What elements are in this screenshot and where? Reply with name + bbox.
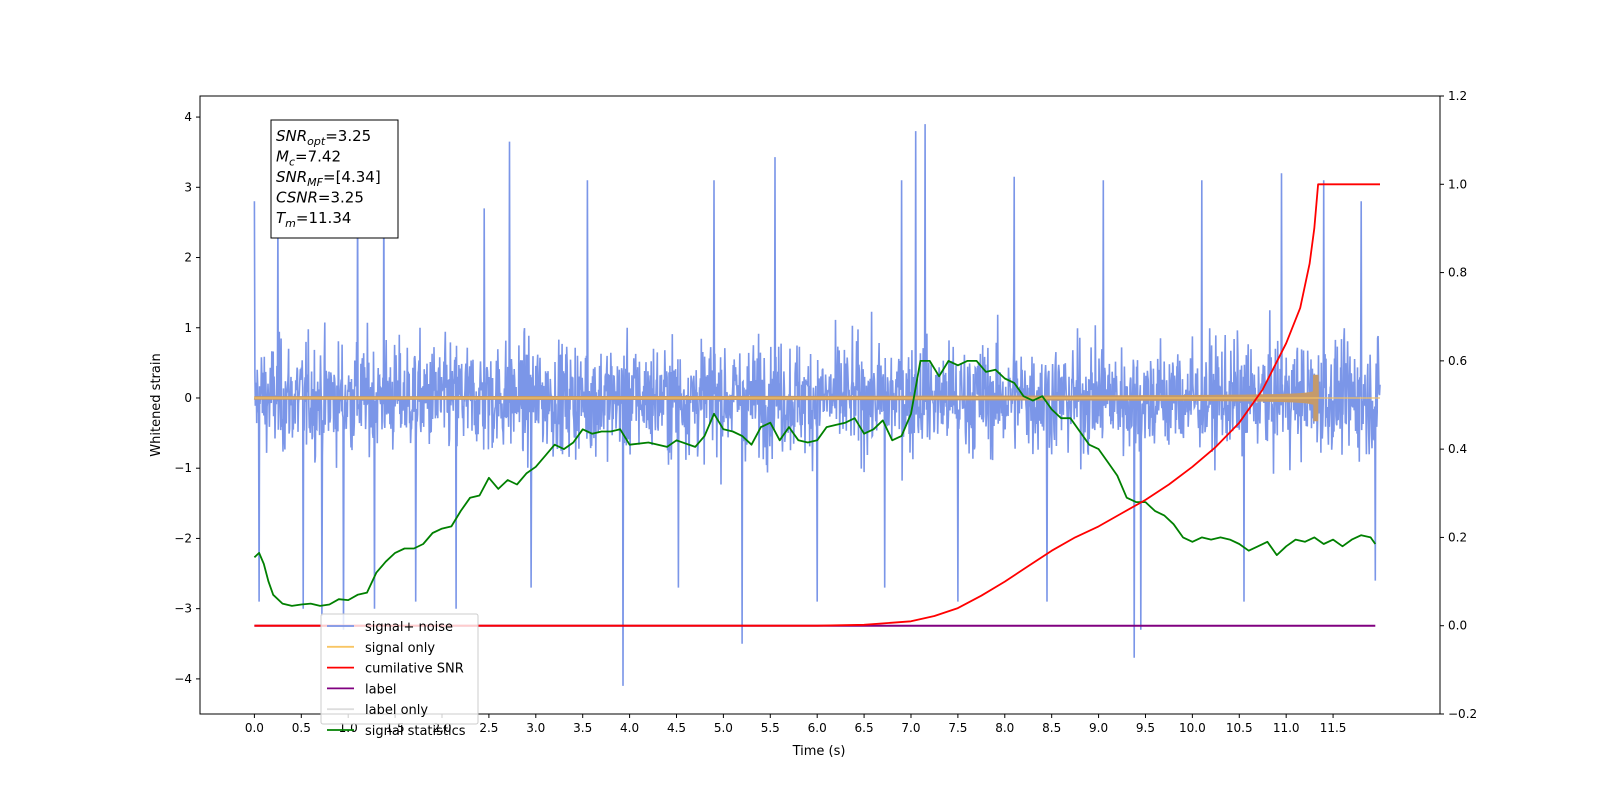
- x-tick-label: 10.0: [1179, 721, 1206, 735]
- plot-frame: [199, 95, 1441, 715]
- info-subscript: m: [285, 217, 296, 230]
- series-signal-statistics: [253, 360, 1377, 607]
- x-tick-label: 10.5: [1226, 721, 1253, 735]
- y2-tick-label: −0.2: [1448, 707, 1477, 721]
- x-axis-label: Time (s): [792, 744, 846, 759]
- info-value: =[4.34]: [323, 168, 381, 186]
- y-tick-label: 1: [184, 321, 192, 335]
- info-value: =11.34: [296, 209, 352, 227]
- info-symbol: T: [276, 209, 287, 227]
- x-tick-label: 11.0: [1273, 721, 1300, 735]
- legend-entry: signal only: [365, 641, 435, 656]
- y2-tick-label: 0.6: [1448, 354, 1467, 368]
- y-tick-label: −3: [174, 602, 192, 616]
- legend-entry: label only: [365, 703, 428, 718]
- y-axis-left: −4 −3 −2 −1 0 1 2 3 4: [174, 110, 200, 686]
- x-tick-label: 4.5: [667, 721, 686, 735]
- x-tick-label: 0.0: [245, 721, 264, 735]
- x-tick-label: 8.0: [995, 721, 1014, 735]
- legend: signal+ noise signal only cumilative SNR la…: [320, 613, 479, 739]
- x-tick-label: 11.5: [1320, 721, 1347, 735]
- y-tick-label: −4: [174, 672, 192, 686]
- x-tick-label: 5.0: [714, 721, 733, 735]
- info-box-row: SNRopt=3.25: [276, 127, 371, 148]
- x-tick-label: 9.5: [1136, 721, 1155, 735]
- x-tick-label: 3.5: [573, 721, 592, 735]
- info-box-row: CSNR=3.25: [276, 189, 364, 207]
- info-subscript: c: [289, 156, 295, 169]
- y-tick-label: −1: [174, 461, 192, 475]
- y-tick-label: 2: [184, 251, 192, 265]
- y2-tick-label: 0.8: [1448, 266, 1467, 280]
- legend-entry: signal+ noise: [365, 620, 453, 635]
- series-signal-only: [253, 374, 1380, 422]
- info-subscript: MF: [307, 176, 323, 189]
- info-symbol: SNR: [276, 168, 307, 186]
- legend-entry: label: [365, 682, 396, 697]
- legend-entry: cumilative SNR: [365, 662, 464, 677]
- series-signal-noise: [253, 124, 1381, 686]
- x-tick-label: 8.5: [1042, 721, 1061, 735]
- x-tick-label: 3.0: [526, 721, 545, 735]
- x-tick-label: 2.5: [479, 721, 498, 735]
- info-symbol: CSNR: [276, 189, 318, 207]
- y2-tick-label: 1.2: [1448, 89, 1467, 103]
- info-box-row: Mc=7.42: [276, 148, 341, 169]
- info-box-row: SNRMF=[4.34]: [276, 168, 381, 189]
- legend-frame: [320, 613, 479, 725]
- y2-tick-label: 0.2: [1448, 530, 1467, 544]
- y-tick-label: 0: [184, 391, 192, 405]
- info-symbol: SNR: [276, 127, 307, 145]
- y-axis-right: −0.2 0.0 0.2 0.4 0.6 0.8 1.0 1.2: [1440, 89, 1477, 721]
- x-tick-label: 6.0: [808, 721, 827, 735]
- y-tick-label: −2: [174, 531, 192, 545]
- info-symbol: M: [276, 148, 289, 166]
- y2-tick-label: 0.0: [1448, 619, 1467, 633]
- x-tick-label: 5.5: [761, 721, 780, 735]
- x-tick-label: 6.5: [855, 721, 874, 735]
- y2-tick-label: 1.0: [1448, 177, 1467, 191]
- info-subscript: opt: [307, 135, 326, 148]
- legend-entry: signal statistics: [365, 724, 466, 739]
- x-tick-label: 0.5: [292, 721, 311, 735]
- info-box-row: Tm=11.34: [276, 209, 351, 230]
- x-tick-label: 9.0: [1089, 721, 1108, 735]
- x-tick-label: 7.5: [948, 721, 967, 735]
- info-value: =3.25: [318, 189, 364, 207]
- y-axis-label: Whitened strain: [149, 353, 164, 456]
- info-box-frame: [270, 119, 399, 239]
- y-tick-label: 3: [184, 180, 192, 194]
- x-tick-label: 7.0: [901, 721, 920, 735]
- info-value: =3.25: [325, 127, 371, 145]
- y-tick-label: 4: [184, 110, 192, 124]
- series-cumulative-snr: [254, 183, 1380, 627]
- x-tick-label: 4.0: [620, 721, 639, 735]
- info-box: SNRopt=3.25Mc=7.42SNRMF=[4.34]CSNR=3.25T…: [270, 119, 399, 239]
- y2-tick-label: 0.4: [1448, 442, 1467, 456]
- info-value: =7.42: [295, 148, 341, 166]
